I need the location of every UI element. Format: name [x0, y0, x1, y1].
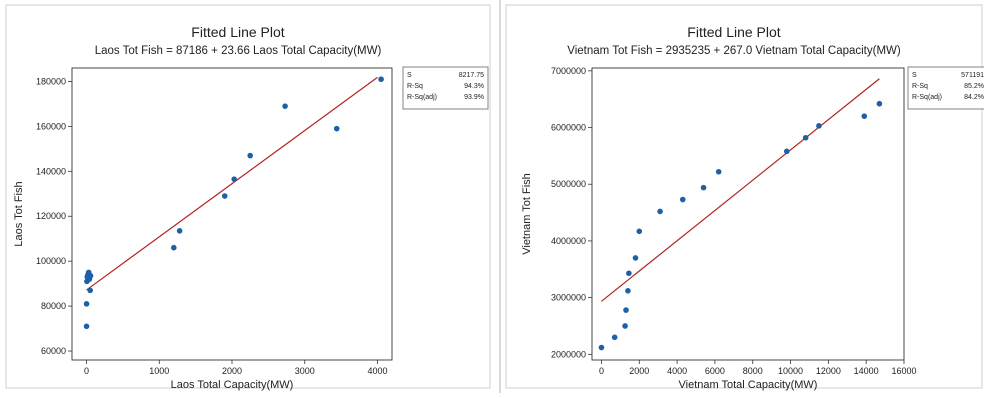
laos-y-tick-label: 60000 [41, 346, 66, 356]
laos-y-tick-label: 120000 [36, 211, 66, 221]
vietnam-y-tick-label: 2000000 [551, 349, 586, 359]
vietnam-y-tick-label: 6000000 [551, 123, 586, 133]
vietnam-x-tick-label: 16000 [891, 366, 916, 376]
laos-y-axis-label: Laos Tot Fish [13, 181, 25, 246]
laos-data-point [231, 176, 237, 182]
vietnam-x-tick-label: 10000 [778, 366, 803, 376]
laos-plot-area [71, 67, 393, 361]
laos-stat-value: 94.3% [464, 83, 484, 90]
vietnam-data-point [700, 184, 707, 191]
vietnam-data-point [783, 148, 790, 155]
laos-data-point [247, 152, 253, 159]
vietnam-x-tick-label: 2000 [629, 366, 649, 376]
vietnam-data-point [876, 100, 883, 107]
vietnam-data-point [626, 270, 632, 277]
vietnam-data-point [622, 323, 628, 329]
vietnam-stats-box-border [907, 66, 984, 110]
vietnam-x-tick-label: 14000 [854, 366, 879, 376]
vietnam-chart-svg: Fitted Line Plot Vietnam Tot Fish = 29352… [505, 4, 984, 391]
laos-stat-value: 93.9% [464, 94, 484, 101]
vietnam-y-tick-label: 7000000 [551, 66, 586, 76]
vietnam-x-tick-label: 6000 [705, 366, 725, 376]
laos-y-tick-label: 80000 [41, 301, 66, 311]
vietnam-data-point [816, 123, 822, 129]
vietnam-x-tick-label: 0 [599, 366, 604, 376]
vietnam-x-axis-label: Vietnam Total Capacity(MW) [679, 379, 818, 391]
laos-stat-label: R-Sq(adj) [407, 94, 437, 101]
laos-stat-label: S [407, 72, 412, 79]
laos-data-point [83, 301, 90, 307]
vietnam-y-tick-label: 5000000 [551, 179, 586, 189]
laos-data-point [333, 125, 340, 132]
laos-x-tick-label: 3000 [295, 366, 315, 376]
laos-x-tick-label: 2000 [222, 366, 242, 376]
vietnam-stat-value: 571191 [961, 72, 984, 79]
vietnam-plot-area [591, 67, 905, 361]
vietnam-data-point [861, 113, 868, 119]
laos-x-tick-label: 4000 [367, 366, 387, 376]
laos-data-point [171, 244, 177, 251]
laos-y-tick-label: 100000 [36, 256, 66, 266]
vietnam-stat-label: R-Sq(adj) [912, 94, 942, 101]
vietnam-stat-value: 84.2% [964, 94, 984, 101]
vietnam-fitted-regression-line [601, 78, 880, 302]
vietnam-stat-label: S [912, 72, 917, 79]
laos-chart-subtitle: Laos Tot Fish = 87186 + 23.66 Laos Total… [95, 45, 382, 57]
vietnam-x-tick-label: 12000 [816, 366, 841, 376]
vietnam-data-point [625, 288, 631, 294]
laos-y-tick-label: 160000 [36, 121, 66, 131]
vietnam-stats-box: S 571191 R-Sq 85.2% R-Sq(adj) 84.2% [907, 66, 984, 110]
laos-data-point [83, 323, 90, 330]
laos-stats-box: S 8217.75 R-Sq 94.3% R-Sq(adj) 93.9% [402, 66, 489, 110]
laos-x-tick-label: 1000 [149, 366, 169, 376]
vietnam-y-tick-label: 4000000 [551, 236, 586, 246]
laos-data-point [221, 193, 228, 199]
vietnam-data-point [657, 208, 663, 215]
vietnam-data-point [632, 255, 639, 261]
laos-data-point [282, 103, 288, 109]
laos-chart-title: Fitted Line Plot [191, 24, 284, 40]
laos-data-point [176, 228, 183, 234]
vietnam-data-point [679, 196, 686, 203]
vietnam-y-tick-label: 3000000 [551, 293, 586, 303]
laos-data-point [87, 272, 94, 279]
vietnam-data-point [611, 334, 618, 341]
vietnam-data-point [623, 307, 629, 313]
laos-stat-label: R-Sq [407, 83, 423, 90]
laos-chart-svg: Fitted Line Plot Laos Tot Fish = 87186 + … [5, 4, 491, 391]
laos-x-axis-label: Laos Total Capacity(MW) [171, 379, 294, 391]
vietnam-chart-subtitle: Vietnam Tot Fish = 2935235 + 267.0 Vietn… [567, 45, 901, 57]
vietnam-x-tick-label: 8000 [743, 366, 763, 376]
vietnam-chart-title: Fitted Line Plot [687, 24, 780, 40]
laos-fitted-line-panel: Fitted Line Plot Laos Tot Fish = 87186 + … [0, 0, 496, 393]
laos-stats-box-border [402, 66, 489, 110]
vietnam-data-point [802, 134, 809, 141]
vietnam-data-point [598, 344, 605, 351]
vietnam-stat-label: R-Sq [912, 83, 928, 90]
vietnam-fitted-line-panel: Fitted Line Plot Vietnam Tot Fish = 29352… [504, 0, 984, 393]
panel-divider [499, 0, 501, 393]
laos-stat-value: 8217.75 [459, 72, 484, 79]
laos-fitted-regression-line [86, 76, 378, 291]
laos-x-tick-label: 0 [84, 366, 89, 376]
vietnam-y-axis-label: Vietnam Tot Fish [521, 173, 533, 255]
vietnam-data-point [636, 228, 643, 235]
vietnam-x-tick-label: 4000 [667, 366, 687, 376]
laos-y-tick-label: 140000 [36, 166, 66, 176]
vietnam-data-point [715, 168, 722, 175]
laos-y-tick-label: 180000 [36, 76, 66, 86]
laos-data-point [378, 76, 384, 83]
laos-data-point [87, 287, 93, 294]
vietnam-stat-value: 85.2% [964, 83, 984, 90]
